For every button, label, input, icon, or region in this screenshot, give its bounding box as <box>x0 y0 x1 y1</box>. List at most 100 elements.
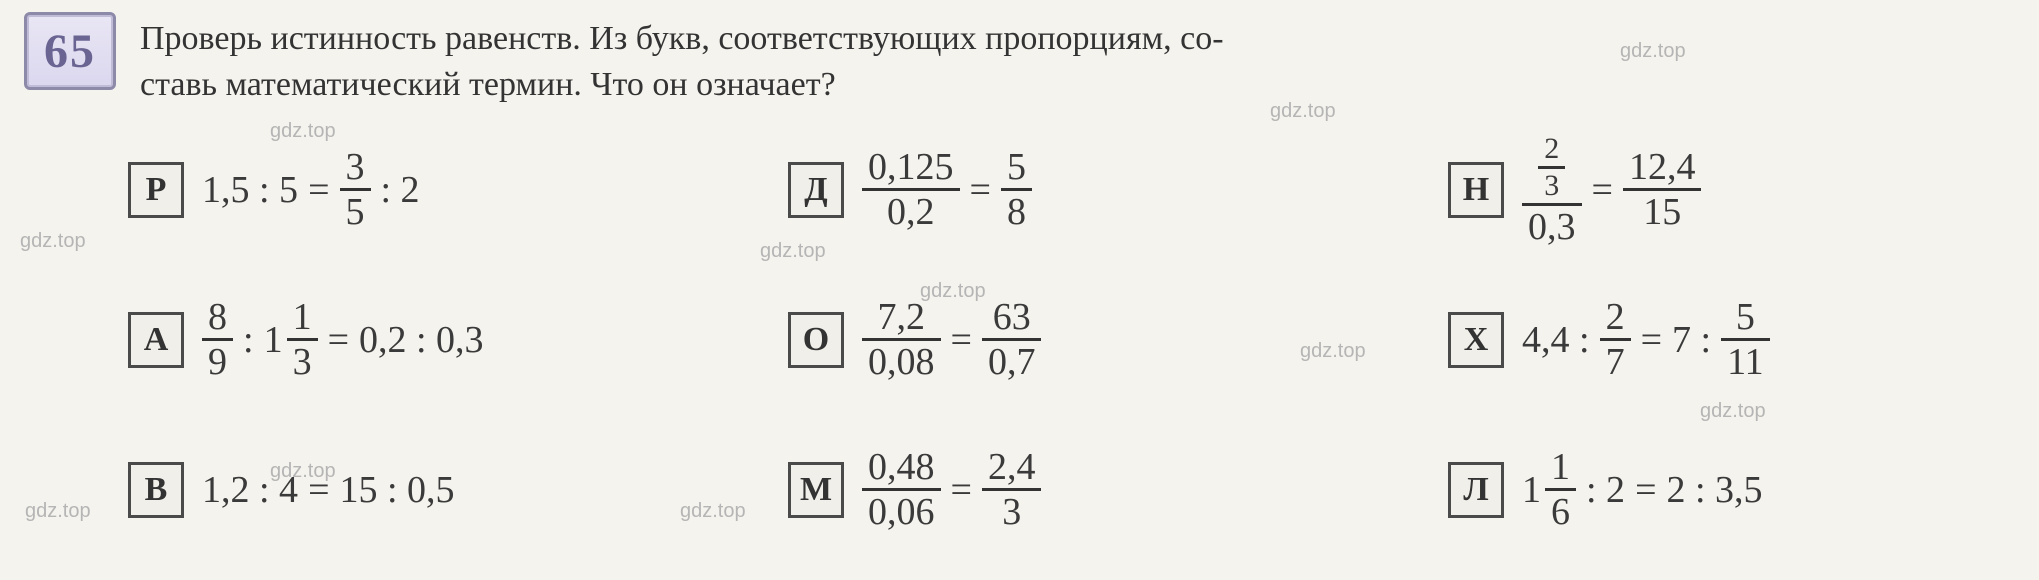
n-frac-b: 12,4 15 <box>1623 148 1702 231</box>
expr-o: 7,2 0,08 = 63 0,7 <box>862 298 1041 381</box>
instruction-line-2: ставь математический термин. Что он озна… <box>140 62 2019 108</box>
m-a-den: 0,06 <box>862 493 941 531</box>
problem-number-box: 65 <box>24 12 116 90</box>
letter-d: Д <box>788 162 844 218</box>
d-frac-a: 0,125 0,2 <box>862 148 960 231</box>
equals-sign: = <box>951 468 972 512</box>
a-mixed: 1 1 3 <box>264 298 318 381</box>
a-frac: 8 9 <box>202 298 233 381</box>
equals-sign: = <box>951 318 972 362</box>
letter-r: Р <box>128 162 184 218</box>
equals-sign: = <box>1592 168 1613 212</box>
a-op: : <box>243 318 254 362</box>
x-a-num: 2 <box>1600 298 1631 336</box>
header-row: 65 Проверь истинность равенств. Из букв,… <box>24 12 2019 108</box>
letter-x: Х <box>1448 312 1504 368</box>
n-frac-a: 2 3 0,3 <box>1522 134 1582 246</box>
letter-a: А <box>128 312 184 368</box>
a-mixed-den: 3 <box>287 343 318 381</box>
d-a-num: 0,125 <box>862 148 960 186</box>
a-mixed-frac: 1 3 <box>287 298 318 381</box>
n-a-den: 0,3 <box>1522 208 1582 246</box>
v-left: 1,2 : 4 <box>202 468 298 512</box>
equation-grid: Р 1,5 : 5 = 3 5 : 2 Д 0,125 0,2 <box>24 120 2019 560</box>
expr-a: 8 9 : 1 1 3 = 0,2 : 0,3 <box>202 298 484 381</box>
l-mixed: 1 1 6 <box>1522 448 1576 531</box>
equals-sign: = <box>1641 318 1662 362</box>
instruction-text: Проверь истинность равенств. Из букв, со… <box>140 12 2019 108</box>
cell-x: Х 4,4 : 2 7 = 7 : 5 11 <box>1448 270 2039 410</box>
l-right: 2 : 3,5 <box>1667 468 1763 512</box>
expr-n: 2 3 0,3 = 12,4 15 <box>1522 134 1701 246</box>
letter-m: М <box>788 462 844 518</box>
n-nested-den: 3 <box>1538 171 1565 201</box>
cell-m: М 0,48 0,06 = 2,4 3 <box>788 420 1428 560</box>
letter-v: В <box>128 462 184 518</box>
x-b-den: 11 <box>1721 343 1770 381</box>
expr-x: 4,4 : 2 7 = 7 : 5 11 <box>1522 298 1770 381</box>
r-frac: 3 5 <box>340 148 371 231</box>
r-frac-num: 3 <box>340 148 371 186</box>
d-a-den: 0,2 <box>881 193 941 231</box>
l-mixed-frac: 1 6 <box>1545 448 1576 531</box>
l-mixed-whole: 1 <box>1522 468 1541 512</box>
v-right: 15 : 0,5 <box>340 468 455 512</box>
l-op: : 2 <box>1586 468 1625 512</box>
n-b-num: 12,4 <box>1623 148 1702 186</box>
cell-n: Н 2 3 0,3 = 12,4 <box>1448 120 2039 260</box>
m-a-num: 0,48 <box>862 448 941 486</box>
a-num: 8 <box>202 298 233 336</box>
a-den: 9 <box>202 343 233 381</box>
a-mixed-num: 1 <box>287 298 318 336</box>
o-frac-a: 7,2 0,08 <box>862 298 941 381</box>
l-mixed-num: 1 <box>1545 448 1576 486</box>
letter-o: О <box>788 312 844 368</box>
d-frac-b: 5 8 <box>1001 148 1032 231</box>
instruction-line-1: Проверь истинность равенств. Из букв, со… <box>140 16 2019 62</box>
m-frac-b: 2,4 3 <box>982 448 1042 531</box>
equals-sign: = <box>308 168 329 212</box>
cell-v: В 1,2 : 4 = 15 : 0,5 <box>128 420 768 560</box>
equals-sign: = <box>1635 468 1656 512</box>
expr-v: 1,2 : 4 = 15 : 0,5 <box>202 468 455 512</box>
exercise-page: 65 Проверь истинность равенств. Из букв,… <box>0 0 2039 580</box>
expr-m: 0,48 0,06 = 2,4 3 <box>862 448 1041 531</box>
expr-d: 0,125 0,2 = 5 8 <box>862 148 1032 231</box>
m-frac-a: 0,48 0,06 <box>862 448 941 531</box>
l-mixed-den: 6 <box>1545 493 1576 531</box>
cell-r: Р 1,5 : 5 = 3 5 : 2 <box>128 120 768 260</box>
r-left: 1,5 : 5 <box>202 168 298 212</box>
x-frac-a: 2 7 <box>1600 298 1631 381</box>
cell-o: О 7,2 0,08 = 63 0,7 <box>788 270 1428 410</box>
equals-sign: = <box>308 468 329 512</box>
equals-sign: = <box>970 168 991 212</box>
cell-a: А 8 9 : 1 1 3 = 0,2 : 0,3 <box>128 270 768 410</box>
x-right-pre: 7 : <box>1672 318 1711 362</box>
a-right: 0,2 : 0,3 <box>359 318 484 362</box>
d-b-num: 5 <box>1001 148 1032 186</box>
n-nested-frac: 2 3 <box>1538 134 1565 201</box>
m-b-num: 2,4 <box>982 448 1042 486</box>
letter-l: Л <box>1448 462 1504 518</box>
o-b-num: 63 <box>987 298 1037 336</box>
x-b-num: 5 <box>1730 298 1761 336</box>
o-b-den: 0,7 <box>982 343 1042 381</box>
r-tail: : 2 <box>381 168 420 212</box>
x-frac-b: 5 11 <box>1721 298 1770 381</box>
n-a-num: 2 3 <box>1532 134 1571 201</box>
o-frac-b: 63 0,7 <box>982 298 1042 381</box>
d-b-den: 8 <box>1001 193 1032 231</box>
x-a-den: 7 <box>1600 343 1631 381</box>
equals-sign: = <box>328 318 349 362</box>
letter-n: Н <box>1448 162 1504 218</box>
n-nested-num: 2 <box>1538 134 1565 164</box>
m-b-den: 3 <box>996 493 1027 531</box>
o-a-den: 0,08 <box>862 343 941 381</box>
cell-d: Д 0,125 0,2 = 5 8 <box>788 120 1428 260</box>
r-frac-den: 5 <box>340 193 371 231</box>
x-left: 4,4 : <box>1522 318 1590 362</box>
expr-r: 1,5 : 5 = 3 5 : 2 <box>202 148 420 231</box>
a-mixed-whole: 1 <box>264 318 283 362</box>
problem-number: 65 <box>44 24 96 79</box>
o-a-num: 7,2 <box>872 298 932 336</box>
